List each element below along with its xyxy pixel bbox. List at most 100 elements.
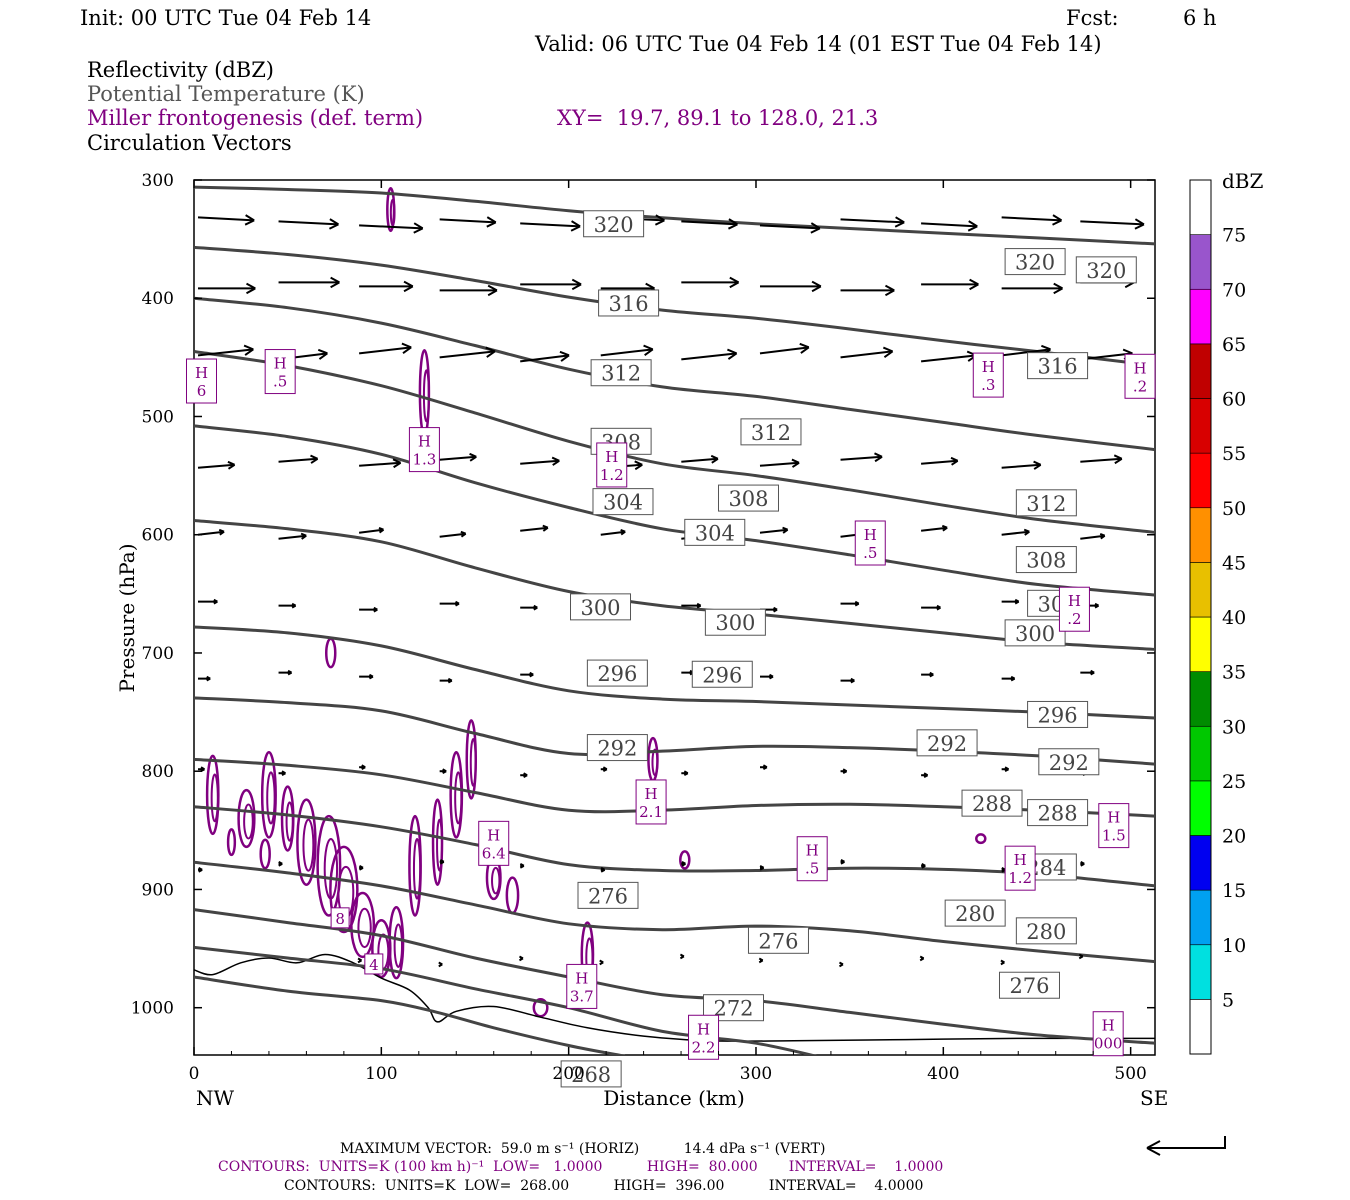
field-vectors: Circulation Vectors — [87, 131, 292, 155]
theta-label: 300 — [570, 593, 632, 621]
theta-label: 312 — [1015, 489, 1077, 517]
theta-line-296 — [194, 625, 1155, 720]
footer-max-vector: MAXIMUM VECTOR: 59.0 m s⁻¹ (HORIZ) 14.4 … — [340, 1141, 825, 1157]
vector-arrow — [1000, 959, 1005, 966]
vector-arrow — [439, 530, 467, 538]
svg-text:H: H — [1102, 1017, 1115, 1035]
theta-line-276 — [194, 908, 1155, 1045]
fronto-contour — [260, 751, 277, 839]
vector-arrow — [921, 604, 941, 611]
theta-line-272 — [194, 945, 818, 1055]
vector-arrow — [921, 772, 929, 779]
colorbar-label: 35 — [1222, 662, 1246, 684]
xy-label: XY= 19.7, 89.1 to 128.0, 21.3 — [557, 106, 878, 130]
fronto-contour-inner — [393, 923, 404, 968]
svg-text:320: 320 — [1086, 259, 1126, 283]
vector-arrow — [359, 280, 414, 293]
vector-arrow — [921, 220, 978, 232]
svg-text:H: H — [1107, 809, 1120, 827]
init-label: Init: 00 UTC Tue 04 Feb 14 — [80, 6, 371, 30]
y-tick-label: 700 — [142, 644, 174, 664]
svg-text:272: 272 — [713, 997, 753, 1021]
fronto-contour-inner — [302, 818, 315, 872]
fronto-contour — [329, 845, 359, 934]
fcst-label: Fcst: — [1066, 6, 1119, 30]
vector-arrow — [1080, 669, 1095, 676]
theta-label: 300 — [1004, 619, 1066, 647]
colorbar-label: 45 — [1222, 552, 1246, 574]
fronto-contour — [296, 798, 317, 886]
svg-text:.2: .2 — [1067, 610, 1081, 628]
theta-label: 304 — [592, 488, 654, 516]
fronto-contour — [350, 891, 376, 959]
valid-label: Valid: 06 UTC Tue 04 Feb 14 (01 EST Tue … — [534, 32, 1102, 56]
theta-label: 308 — [1015, 546, 1077, 574]
fronto-max-label: H1.3 — [408, 427, 440, 473]
theta-label: 288 — [961, 789, 1023, 817]
circulation-vectors — [197, 214, 1145, 968]
theta-label: 316 — [1027, 352, 1089, 380]
svg-text:H: H — [645, 785, 658, 803]
vector-arrow — [759, 458, 800, 468]
theta-line-316 — [194, 245, 1155, 368]
svg-text:H: H — [1068, 592, 1081, 610]
fronto-max-label: H.5 — [854, 520, 886, 566]
fronto-contour — [679, 850, 691, 870]
fronto-contour — [226, 828, 237, 857]
theta-label: 276 — [747, 926, 809, 954]
svg-text:H: H — [982, 358, 995, 376]
vector-arrow — [679, 953, 685, 960]
fronto-contour-inner — [454, 771, 463, 825]
vector-arrow — [359, 865, 364, 871]
theta-label: 292 — [586, 734, 648, 762]
theta-lines — [194, 185, 1155, 1055]
field-fronto: Miller frontogenesis (def. term) — [87, 106, 423, 130]
vector-arrow — [759, 342, 810, 355]
vector-arrow — [921, 863, 926, 869]
x-tick-label: 400 — [927, 1064, 959, 1084]
svg-text:H: H — [195, 364, 208, 382]
colorbar-swatch — [1189, 725, 1212, 782]
vector-arrow — [359, 458, 402, 469]
vector-arrow — [358, 527, 385, 534]
fronto-max-label: 4 — [364, 953, 384, 975]
theta-line-284 — [194, 805, 1155, 888]
colorbar-swatch — [1189, 616, 1212, 672]
vector-arrow — [840, 677, 855, 684]
vector-arrow — [278, 532, 307, 540]
vector-arrow — [439, 216, 497, 228]
x-end-left: NW — [196, 1086, 235, 1110]
vector-arrow — [1001, 460, 1042, 470]
theta-label: 312 — [740, 418, 802, 446]
vector-arrow — [840, 859, 845, 865]
theta-label: 304 — [684, 518, 746, 546]
colorbar: 5 10 15 20 25 30 35 40 45 50 55 60 65 70 75 — [1189, 179, 1246, 1055]
vector-arrow — [840, 768, 848, 775]
vector-arrow — [1001, 766, 1010, 773]
svg-text:000: 000 — [1094, 1035, 1123, 1053]
svg-text:4: 4 — [369, 956, 379, 974]
vector-arrow — [520, 772, 528, 779]
theta-label: 292 — [916, 729, 978, 757]
svg-text:3.7: 3.7 — [570, 987, 594, 1005]
svg-text:H: H — [864, 526, 877, 544]
vector-arrow — [600, 766, 608, 773]
x-axis-title: Distance (km) — [603, 1086, 745, 1110]
svg-text:6: 6 — [197, 382, 207, 400]
svg-text:1.2: 1.2 — [1008, 869, 1032, 887]
vector-arrow — [197, 344, 254, 357]
vector-arrow — [921, 456, 959, 466]
svg-text:H: H — [274, 355, 287, 373]
svg-text:312: 312 — [601, 362, 641, 386]
fronto-contour — [532, 997, 549, 1018]
svg-text:H: H — [806, 842, 819, 860]
svg-text:1.2: 1.2 — [600, 466, 624, 484]
theta-label: 276 — [577, 881, 639, 909]
theta-line-312 — [194, 296, 1155, 452]
svg-text:304: 304 — [695, 521, 735, 545]
fronto-max-label: H1.2 — [1004, 845, 1036, 891]
vector-arrow — [759, 280, 822, 293]
vector-arrow — [921, 671, 934, 678]
vector-arrow — [1080, 861, 1085, 867]
colorbar-label: 10 — [1222, 935, 1246, 957]
